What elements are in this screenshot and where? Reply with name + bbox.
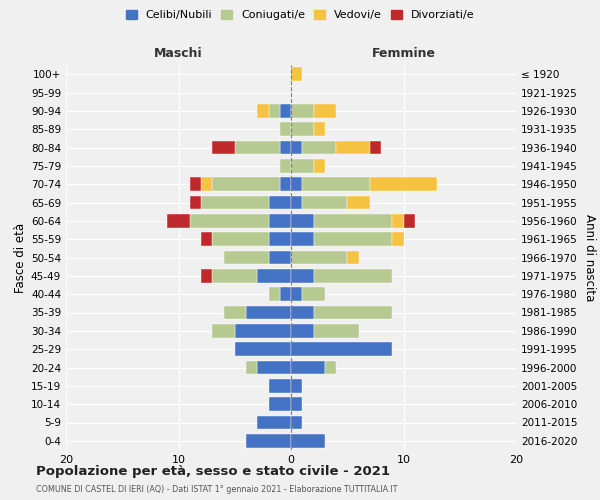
Bar bbox=[257, 416, 291, 430]
Bar bbox=[280, 104, 291, 118]
Bar bbox=[392, 232, 404, 246]
Bar bbox=[314, 306, 392, 320]
Bar bbox=[314, 269, 392, 282]
Bar bbox=[269, 250, 291, 264]
Bar bbox=[347, 196, 370, 209]
Bar bbox=[201, 232, 212, 246]
Y-axis label: Fasce di età: Fasce di età bbox=[14, 222, 27, 292]
Bar bbox=[257, 104, 269, 118]
Bar bbox=[246, 360, 257, 374]
Bar bbox=[291, 324, 314, 338]
Bar bbox=[291, 178, 302, 191]
Bar bbox=[291, 379, 302, 392]
Bar bbox=[167, 214, 190, 228]
Bar bbox=[280, 288, 291, 301]
Bar bbox=[291, 104, 314, 118]
Bar bbox=[190, 196, 201, 209]
Bar bbox=[392, 214, 404, 228]
Bar bbox=[269, 288, 280, 301]
Bar bbox=[223, 250, 269, 264]
Bar bbox=[269, 398, 291, 411]
Bar bbox=[257, 360, 291, 374]
Bar bbox=[212, 178, 280, 191]
Bar bbox=[314, 232, 392, 246]
Bar bbox=[291, 140, 302, 154]
Text: Maschi: Maschi bbox=[154, 46, 203, 60]
Bar bbox=[347, 250, 359, 264]
Bar bbox=[280, 178, 291, 191]
Bar bbox=[235, 324, 291, 338]
Bar bbox=[212, 140, 235, 154]
Bar bbox=[246, 434, 291, 448]
Bar bbox=[257, 269, 291, 282]
Bar bbox=[291, 306, 314, 320]
Bar bbox=[246, 306, 291, 320]
Bar bbox=[201, 269, 212, 282]
Bar bbox=[325, 360, 336, 374]
Bar bbox=[269, 104, 280, 118]
Bar bbox=[190, 178, 201, 191]
Bar bbox=[201, 178, 212, 191]
Bar bbox=[302, 140, 336, 154]
Bar bbox=[280, 140, 291, 154]
Bar bbox=[235, 140, 280, 154]
Bar bbox=[201, 196, 269, 209]
Bar bbox=[314, 214, 392, 228]
Bar bbox=[291, 68, 302, 81]
Bar bbox=[269, 196, 291, 209]
Bar bbox=[291, 159, 314, 172]
Bar bbox=[302, 196, 347, 209]
Text: Femmine: Femmine bbox=[371, 46, 436, 60]
Bar bbox=[269, 214, 291, 228]
Bar bbox=[269, 379, 291, 392]
Bar bbox=[314, 324, 359, 338]
Bar bbox=[223, 306, 246, 320]
Bar bbox=[302, 288, 325, 301]
Text: COMUNE DI CASTEL DI IERI (AQ) - Dati ISTAT 1° gennaio 2021 - Elaborazione TUTTIT: COMUNE DI CASTEL DI IERI (AQ) - Dati IST… bbox=[36, 485, 398, 494]
Legend: Celibi/Nubili, Coniugati/e, Vedovi/e, Divorziati/e: Celibi/Nubili, Coniugati/e, Vedovi/e, Di… bbox=[121, 6, 479, 25]
Bar bbox=[291, 214, 314, 228]
Bar bbox=[291, 434, 325, 448]
Bar bbox=[336, 140, 370, 154]
Bar bbox=[280, 159, 291, 172]
Bar bbox=[235, 342, 291, 356]
Bar bbox=[404, 214, 415, 228]
Bar bbox=[212, 324, 235, 338]
Bar bbox=[291, 398, 302, 411]
Bar bbox=[302, 178, 370, 191]
Bar bbox=[291, 288, 302, 301]
Bar bbox=[370, 140, 381, 154]
Bar bbox=[314, 122, 325, 136]
Bar bbox=[269, 232, 291, 246]
Bar bbox=[291, 196, 302, 209]
Bar bbox=[291, 269, 314, 282]
Bar bbox=[291, 360, 325, 374]
Bar bbox=[212, 269, 257, 282]
Bar bbox=[291, 250, 347, 264]
Bar bbox=[314, 104, 336, 118]
Bar bbox=[291, 122, 314, 136]
Bar bbox=[212, 232, 269, 246]
Bar bbox=[291, 342, 392, 356]
Bar bbox=[370, 178, 437, 191]
Bar bbox=[314, 159, 325, 172]
Bar bbox=[291, 232, 314, 246]
Bar bbox=[291, 416, 302, 430]
Y-axis label: Anni di nascita: Anni di nascita bbox=[583, 214, 596, 301]
Text: Popolazione per età, sesso e stato civile - 2021: Popolazione per età, sesso e stato civil… bbox=[36, 464, 390, 477]
Bar bbox=[280, 122, 291, 136]
Bar bbox=[190, 214, 269, 228]
